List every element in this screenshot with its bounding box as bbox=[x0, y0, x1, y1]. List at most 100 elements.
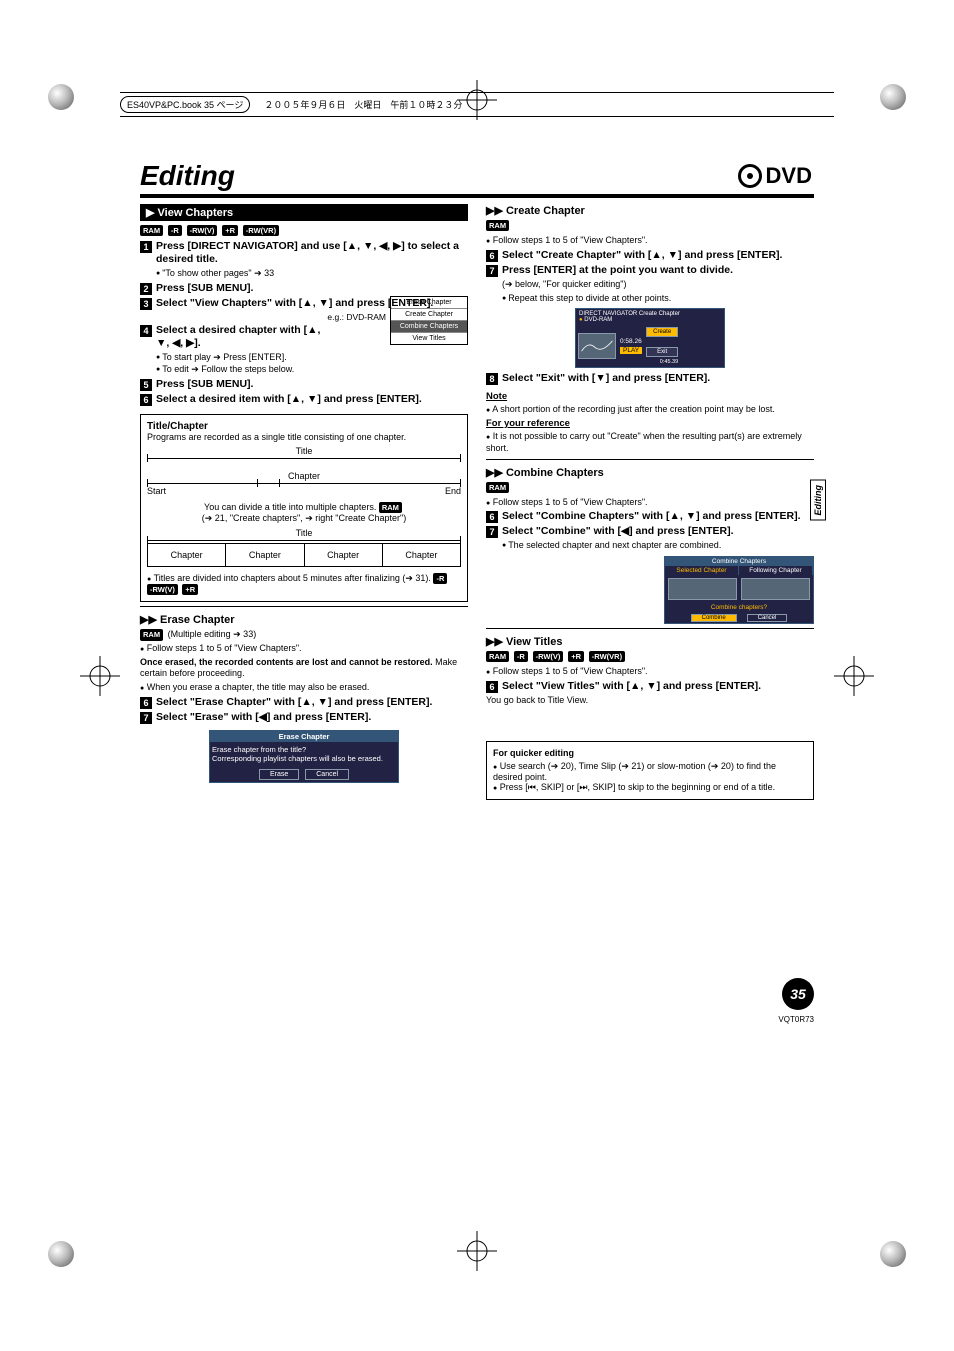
ref-text: It is not possible to carry out "Create"… bbox=[486, 431, 802, 453]
dialog-title: Erase Chapter bbox=[210, 731, 398, 742]
menu-item: Erase Chapter bbox=[391, 297, 467, 309]
subsection-create-chapter: Create Chapter bbox=[486, 204, 814, 217]
crop-mark-bottom-icon bbox=[457, 1231, 497, 1271]
step-number: 4 bbox=[140, 325, 152, 337]
subsection-view-titles: View Titles bbox=[486, 635, 814, 648]
quicker-editing-box: For quicker editing ● Use search (➔ 20),… bbox=[486, 741, 814, 800]
tc-label: Chapter bbox=[147, 471, 461, 481]
ring-icon bbox=[48, 1241, 74, 1267]
menu-item: Combine Chapters bbox=[391, 321, 467, 333]
step-text: Select "Erase" with [◀] and press [ENTER… bbox=[156, 711, 371, 724]
step-note: Repeat this step to divide at other poin… bbox=[502, 293, 814, 305]
step-note: (➔ below, "For quicker editing") bbox=[502, 279, 814, 291]
ring-icon bbox=[48, 84, 74, 110]
step-text: Press [SUB MENU]. bbox=[156, 282, 253, 295]
book-page-label: ES40VP&PC.book 35 ページ bbox=[120, 96, 250, 113]
submenu-illustration: Erase Chapter Create Chapter Combine Cha… bbox=[390, 296, 468, 345]
step-number: 3 bbox=[140, 298, 152, 310]
step-text: Select "Combine" with [◀] and press [ENT… bbox=[502, 525, 734, 538]
format-badges: RAM -R -RW(V) +R -RW(VR) bbox=[140, 225, 468, 236]
subsection-erase-chapter: Erase Chapter bbox=[140, 613, 468, 626]
crop-mark-right-icon bbox=[834, 656, 874, 696]
tc-desc: Programs are recorded as a single title … bbox=[147, 432, 461, 442]
dvd-badge: DVD bbox=[738, 163, 814, 189]
disc-icon bbox=[738, 164, 762, 188]
step-number: 2 bbox=[140, 283, 152, 295]
navigator-screenshot: DIRECT NAVIGATOR Create Chapter ● DVD-RA… bbox=[575, 308, 725, 368]
cancel-button: Cancel bbox=[747, 614, 788, 622]
step-number: 7 bbox=[486, 265, 498, 277]
step-number: 6 bbox=[486, 511, 498, 523]
tc-label: Title bbox=[147, 528, 461, 538]
ref-heading: For your reference bbox=[486, 418, 814, 429]
end-label: End bbox=[445, 486, 461, 496]
subsection-combine-chapters: Combine Chapters bbox=[486, 466, 814, 479]
step-number: 6 bbox=[140, 697, 152, 709]
follow-steps: Follow steps 1 to 5 of "View Chapters". bbox=[493, 497, 648, 507]
step-number: 5 bbox=[140, 379, 152, 391]
page-title: Editing bbox=[140, 160, 235, 192]
vt-result: You go back to Title View. bbox=[486, 695, 814, 707]
step-number: 7 bbox=[140, 712, 152, 724]
thumbnail-icon bbox=[578, 333, 616, 359]
step-text: Select "Erase Chapter" with [▲, ▼] and p… bbox=[156, 696, 432, 709]
step-note: "To show other pages" ➔ 33 bbox=[156, 268, 468, 280]
step-text: Select "Combine Chapters" with [▲, ▼] an… bbox=[502, 510, 801, 523]
tc-final: Titles are divided into chapters about 5… bbox=[154, 573, 431, 583]
qe-heading: For quicker editing bbox=[493, 748, 574, 758]
qe-line: Press [⏮, SKIP] or [⏭, SKIP] to skip to … bbox=[500, 782, 775, 792]
dvd-label: DVD bbox=[766, 163, 812, 189]
multi-edit-ref: (Multiple editing ➔ 33) bbox=[168, 629, 257, 639]
step-number: 6 bbox=[486, 250, 498, 262]
chapter-row: Chapter Chapter Chapter Chapter bbox=[147, 543, 461, 567]
page-number: 35 bbox=[782, 978, 814, 1010]
tc-ref: (➔ 21, "Create chapters", ➔ right "Creat… bbox=[147, 513, 461, 524]
menu-item: Create Chapter bbox=[391, 309, 467, 321]
section-view-chapters: View Chapters bbox=[140, 204, 468, 221]
ring-icon bbox=[880, 1241, 906, 1267]
step-text: Press [DIRECT NAVIGATOR] and use [▲, ▼, … bbox=[156, 240, 468, 266]
step-number: 1 bbox=[140, 241, 152, 253]
dialog-title: Combine Chapters bbox=[665, 557, 813, 566]
step-text: Select a desired item with [▲, ▼] and pr… bbox=[156, 393, 422, 406]
step-note: To start play ➔ Press [ENTER]. bbox=[156, 352, 468, 364]
step-text: Press [ENTER] at the point you want to d… bbox=[502, 264, 733, 277]
step-number: 8 bbox=[486, 373, 498, 385]
exit-button: Exit bbox=[646, 347, 678, 357]
cancel-button: Cancel bbox=[305, 769, 349, 780]
step-text: Select "View Titles" with [▲, ▼] and pre… bbox=[502, 680, 761, 693]
crop-mark-left-icon bbox=[80, 656, 120, 696]
start-label: Start bbox=[147, 486, 166, 496]
dialog-line: Erase chapter from the title? bbox=[212, 745, 396, 754]
step-text: Select "Create Chapter" with [▲, ▼] and … bbox=[502, 249, 782, 262]
note-text: A short portion of the recording just af… bbox=[492, 404, 775, 414]
tc-divide: You can divide a title into multiple cha… bbox=[204, 502, 376, 512]
step-text: Select "Exit" with [▼] and press [ENTER]… bbox=[502, 372, 710, 385]
follow-steps: Follow steps 1 to 5 of "View Chapters". bbox=[493, 235, 648, 245]
step-note: To edit ➔ Follow the steps below. bbox=[156, 364, 468, 376]
tc-heading: Title/Chapter bbox=[147, 421, 208, 432]
erase-note: When you erase a chapter, the title may … bbox=[147, 682, 370, 692]
step-text: Press [SUB MENU]. bbox=[156, 378, 253, 391]
dialog-line: Corresponding playlist chapters will als… bbox=[212, 754, 396, 763]
timestamp-label: ２００５年９月６日 火曜日 午前１０時２３分 bbox=[264, 98, 462, 111]
combine-dialog: Combine Chapters Selected Chapter Follow… bbox=[664, 556, 814, 624]
combine-button: Combine bbox=[691, 614, 737, 622]
step-text: Select a desired chapter with [▲, ▼, ◀, … bbox=[156, 324, 336, 350]
erase-button: Erase bbox=[259, 769, 299, 780]
prepress-header: ES40VP&PC.book 35 ページ ２００５年９月６日 火曜日 午前１０… bbox=[120, 92, 834, 117]
erase-warning: Once erased, the recorded contents are l… bbox=[140, 657, 433, 667]
follow-steps: Follow steps 1 to 5 of "View Chapters". bbox=[147, 643, 302, 653]
qe-line: Use search (➔ 20), Time Slip (➔ 21) or s… bbox=[493, 761, 776, 782]
step-number: 6 bbox=[486, 681, 498, 693]
menu-item: View Titles bbox=[391, 333, 467, 344]
tc-label: Title bbox=[147, 446, 461, 456]
erase-dialog: Erase Chapter Erase chapter from the tit… bbox=[209, 730, 399, 783]
follow-steps: Follow steps 1 to 5 of "View Chapters". bbox=[493, 666, 648, 676]
step-number: 6 bbox=[140, 394, 152, 406]
ring-icon bbox=[880, 84, 906, 110]
create-button: Create bbox=[646, 327, 678, 337]
combine-note: The selected chapter and next chapter ar… bbox=[502, 540, 814, 552]
note-heading: Note bbox=[486, 391, 814, 402]
side-tab: Editing bbox=[810, 480, 826, 521]
